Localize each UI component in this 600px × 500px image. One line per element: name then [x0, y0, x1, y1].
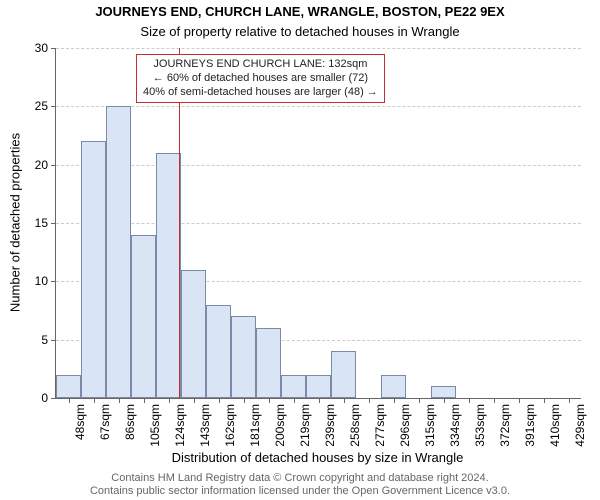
annotation-line: ← 60% of detached houses are smaller (72… [143, 72, 378, 86]
histogram-bar [81, 141, 106, 398]
x-tick-label: 200sqm [273, 404, 287, 447]
x-tick-label: 410sqm [548, 404, 562, 447]
annotation-line: JOURNEYS END CHURCH LANE: 132sqm [143, 58, 378, 72]
histogram-bar [181, 270, 206, 398]
x-tick [419, 398, 420, 403]
y-tick [51, 48, 56, 49]
histogram-bar [256, 328, 281, 398]
x-tick [569, 398, 570, 403]
x-tick [369, 398, 370, 403]
x-tick [519, 398, 520, 403]
x-tick-label: 67sqm [98, 404, 112, 440]
x-tick [119, 398, 120, 403]
x-tick-label: 334sqm [448, 404, 462, 447]
x-tick-label: 372sqm [498, 404, 512, 447]
x-tick [194, 398, 195, 403]
histogram-bar [206, 305, 231, 398]
chart-title-sub: Size of property relative to detached ho… [0, 24, 600, 39]
y-tick [51, 223, 56, 224]
x-tick-label: 277sqm [373, 404, 387, 447]
x-tick-label: 48sqm [73, 404, 87, 440]
chart-footer: Contains HM Land Registry data © Crown c… [0, 472, 600, 498]
x-tick [294, 398, 295, 403]
x-tick [144, 398, 145, 403]
y-tick-label: 25 [35, 99, 48, 113]
y-tick [51, 106, 56, 107]
footer-line1: Contains HM Land Registry data © Crown c… [111, 472, 488, 484]
x-tick-label: 391sqm [523, 404, 537, 447]
y-tick-label: 30 [35, 41, 48, 55]
grid-line [56, 106, 581, 107]
y-tick-label: 20 [35, 158, 48, 172]
x-tick-label: 353sqm [473, 404, 487, 447]
x-tick [544, 398, 545, 403]
x-tick [469, 398, 470, 403]
x-tick [494, 398, 495, 403]
x-tick [319, 398, 320, 403]
x-tick [344, 398, 345, 403]
y-tick [51, 398, 56, 399]
grid-line [56, 48, 581, 49]
y-tick [51, 165, 56, 166]
chart-title-main: JOURNEYS END, CHURCH LANE, WRANGLE, BOST… [0, 4, 600, 19]
histogram-bar [56, 375, 81, 398]
x-tick-label: 86sqm [123, 404, 137, 440]
x-axis-label: Distribution of detached houses by size … [55, 450, 580, 465]
x-tick-label: 162sqm [223, 404, 237, 447]
grid-line [56, 223, 581, 224]
x-tick-label: 105sqm [148, 404, 162, 447]
x-tick-label: 296sqm [398, 404, 412, 447]
plot-area: 05101520253048sqm67sqm86sqm105sqm124sqm1… [55, 48, 581, 399]
x-tick-label: 181sqm [248, 404, 262, 447]
x-tick-label: 143sqm [198, 404, 212, 447]
y-tick-label: 10 [35, 274, 48, 288]
x-tick [244, 398, 245, 403]
x-tick [94, 398, 95, 403]
histogram-bar [281, 375, 306, 398]
x-tick-label: 239sqm [323, 404, 337, 447]
y-tick-label: 0 [41, 391, 48, 405]
footer-line2: Contains public sector information licen… [90, 485, 510, 497]
histogram-bar [381, 375, 406, 398]
x-tick-label: 315sqm [423, 404, 437, 447]
histogram-bar [106, 106, 131, 398]
histogram-bar [331, 351, 356, 398]
x-tick-label: 219sqm [298, 404, 312, 447]
x-tick [69, 398, 70, 403]
x-tick [169, 398, 170, 403]
chart-container: JOURNEYS END, CHURCH LANE, WRANGLE, BOST… [0, 0, 600, 500]
annotation-line: 40% of semi-detached houses are larger (… [143, 86, 378, 100]
annotation-box: JOURNEYS END CHURCH LANE: 132sqm← 60% of… [136, 54, 385, 103]
x-tick [269, 398, 270, 403]
x-tick-label: 258sqm [348, 404, 362, 447]
x-tick [394, 398, 395, 403]
histogram-bar [431, 386, 456, 398]
histogram-bar [231, 316, 256, 398]
y-tick-label: 5 [41, 333, 48, 347]
y-tick [51, 281, 56, 282]
grid-line [56, 165, 581, 166]
histogram-bar [306, 375, 331, 398]
y-axis-label: Number of detached properties [8, 48, 23, 398]
histogram-bar [131, 235, 156, 398]
histogram-bar [156, 153, 181, 398]
y-tick-label: 15 [35, 216, 48, 230]
x-tick [219, 398, 220, 403]
x-tick-label: 429sqm [573, 404, 587, 447]
x-tick [444, 398, 445, 403]
x-tick-label: 124sqm [173, 404, 187, 447]
y-tick [51, 340, 56, 341]
